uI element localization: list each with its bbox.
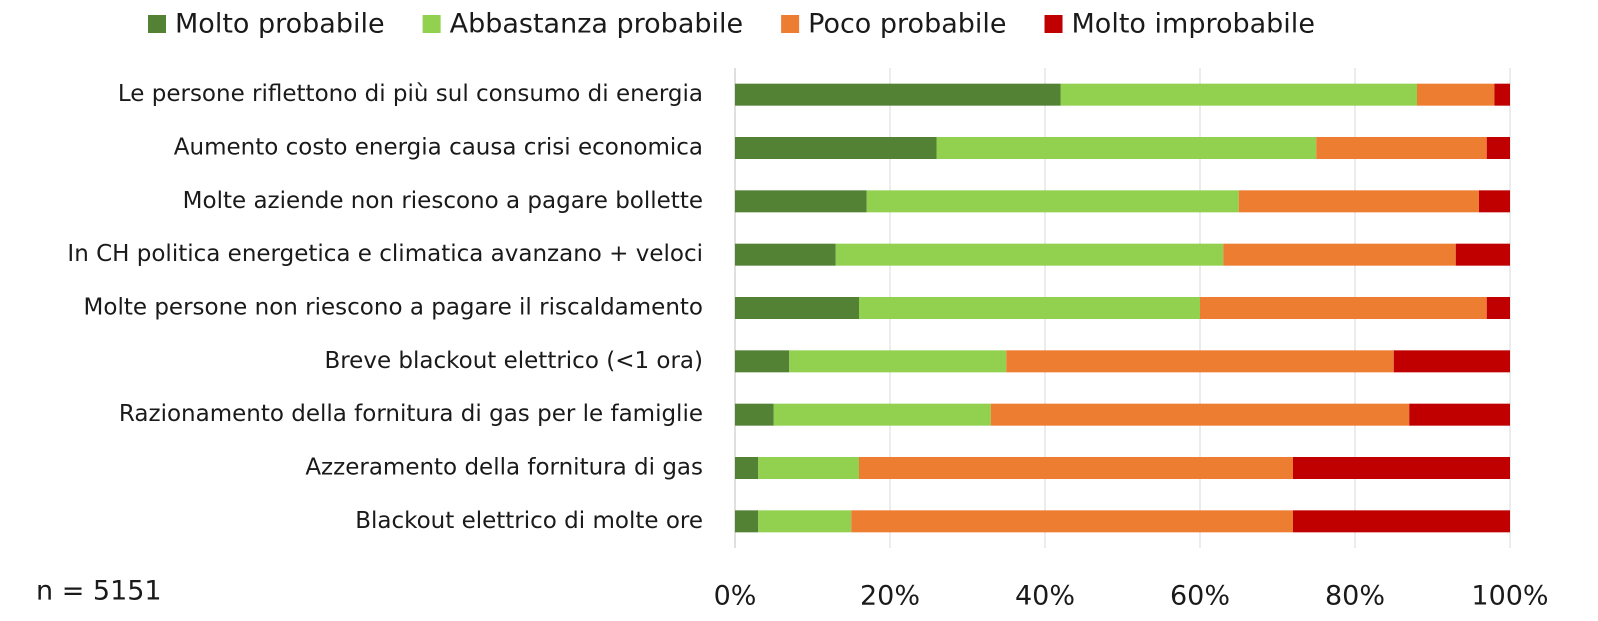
bar-segment <box>735 137 937 159</box>
bar-segment <box>1479 190 1510 213</box>
bar-segment <box>1417 83 1495 106</box>
bar-segment <box>866 190 1239 213</box>
y-tick-label: Le persone riflettono di più sul consumo… <box>118 81 703 107</box>
y-tick-label: Blackout elettrico di molte ore <box>355 508 703 534</box>
y-tick-label: Razionamento della fornitura di gas per … <box>119 401 703 427</box>
y-tick-label: Azzeramento della fornitura di gas <box>305 455 703 481</box>
bar-segment <box>773 403 991 426</box>
x-tick-label: 60% <box>1170 581 1230 612</box>
bar-segment <box>1223 243 1456 266</box>
x-tick-label: 20% <box>860 581 920 612</box>
bar-segment <box>1006 350 1394 373</box>
legend-swatch <box>781 15 800 33</box>
bar-segment <box>859 297 1200 319</box>
x-tick-label: 80% <box>1325 581 1385 612</box>
bar-segment <box>1200 297 1487 319</box>
bar-segment <box>1486 297 1510 319</box>
bar-segment <box>735 403 774 426</box>
x-tick-label: 100% <box>1471 581 1548 612</box>
bar-segment <box>735 350 790 373</box>
bar-segment <box>936 137 1317 159</box>
bar-segment <box>1293 510 1510 533</box>
legend-swatch <box>148 15 166 33</box>
bar-segment <box>1393 350 1510 373</box>
annotation: n = 5151 <box>36 576 162 607</box>
y-tick-label: Breve blackout elettrico (<1 ora) <box>324 348 703 374</box>
legend-label: Abbastanza probabile <box>450 9 744 40</box>
bar-segment <box>1238 190 1479 213</box>
bar-segment <box>735 190 867 213</box>
bar-segment <box>1060 83 1417 106</box>
bar-segment <box>1316 137 1487 159</box>
bar-segment <box>789 350 1007 373</box>
bar-segment <box>990 403 1410 426</box>
bar-segment <box>1494 83 1510 106</box>
legend-label: Poco probabile <box>808 9 1006 40</box>
bar-segment <box>1455 243 1510 266</box>
bar-segment <box>758 457 859 479</box>
x-tick-label: 0% <box>714 581 757 612</box>
y-tick-label: Molte persone non riescono a pagare il r… <box>84 295 703 321</box>
bar-segment <box>735 297 859 319</box>
legend-swatch <box>422 15 441 33</box>
bar-segment <box>735 510 759 533</box>
bar-segment <box>758 510 852 533</box>
bar-segment <box>1486 137 1510 159</box>
bar-segment <box>735 83 1061 106</box>
legend-label: Molto improbabile <box>1072 9 1315 40</box>
bar-segment <box>851 510 1293 533</box>
bar-segment <box>735 457 759 479</box>
x-tick-label: 40% <box>1015 581 1075 612</box>
legend-label: Molto probabile <box>175 9 385 40</box>
bar-segment <box>1293 457 1510 479</box>
legend-swatch <box>1044 15 1063 33</box>
bar-segment <box>835 243 1224 266</box>
y-tick-label: Molte aziende non riescono a pagare boll… <box>183 188 703 214</box>
bar-segment <box>735 243 836 266</box>
bar-segment <box>1409 403 1510 426</box>
y-tick-label: Aumento costo energia causa crisi econom… <box>174 135 703 161</box>
y-tick-label: In CH politica energetica e climatica av… <box>67 241 703 267</box>
bar-segment <box>859 457 1293 479</box>
